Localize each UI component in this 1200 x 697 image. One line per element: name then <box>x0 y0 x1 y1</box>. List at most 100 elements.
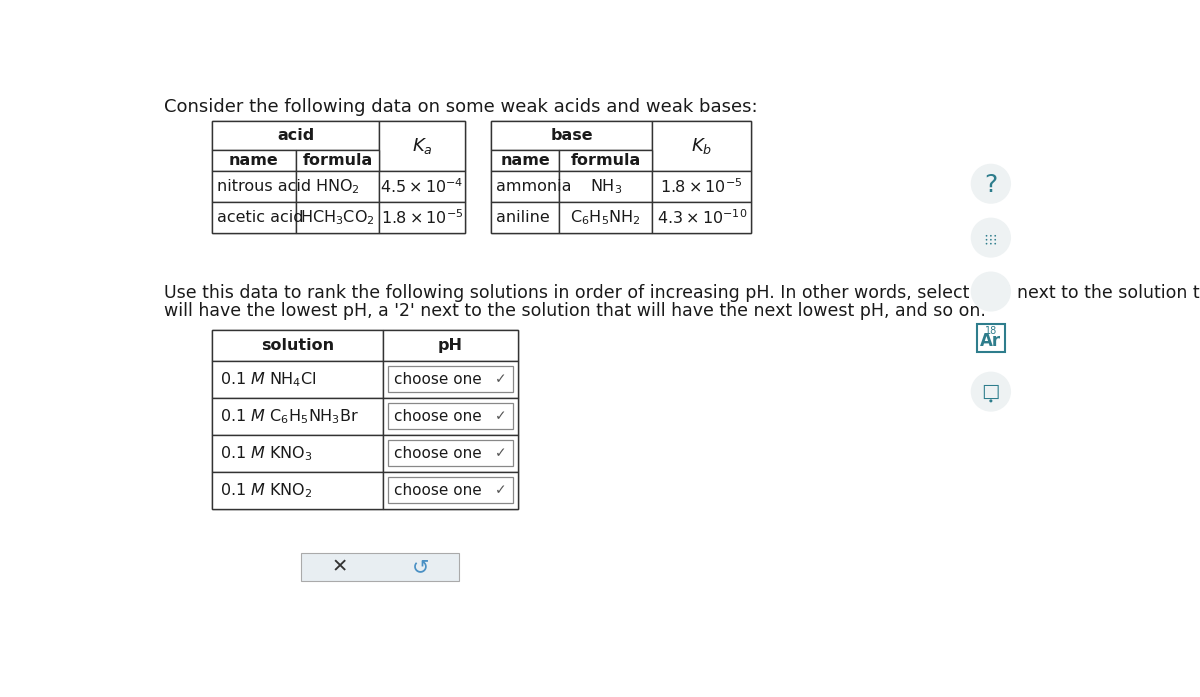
Text: 0.1 $M$ C$_6$H$_5$NH$_3$Br: 0.1 $M$ C$_6$H$_5$NH$_3$Br <box>220 407 359 426</box>
Bar <box>212 330 518 509</box>
Text: acetic acid: acetic acid <box>217 210 304 225</box>
Bar <box>977 324 1004 351</box>
Text: $4.5 \times 10^{-4}$: $4.5 \times 10^{-4}$ <box>380 178 463 196</box>
Text: ?: ? <box>984 174 997 197</box>
Bar <box>982 294 986 302</box>
Text: will have the lowest pH, a '2' next to the solution that will have the next lowe: will have the lowest pH, a '2' next to t… <box>164 302 986 321</box>
Bar <box>491 150 559 171</box>
Circle shape <box>971 372 1012 412</box>
Text: Consider the following data on some weak acids and weak bases:: Consider the following data on some weak… <box>164 98 757 116</box>
Bar <box>491 171 559 202</box>
Text: formula: formula <box>302 153 373 168</box>
Bar <box>212 150 295 171</box>
Text: $\mathrm{NH_3}$: $\mathrm{NH_3}$ <box>589 178 622 196</box>
Bar <box>559 202 653 233</box>
Bar <box>295 171 379 202</box>
Circle shape <box>990 235 991 237</box>
Circle shape <box>971 318 1012 358</box>
Bar <box>653 202 751 233</box>
Text: name: name <box>500 153 550 168</box>
Circle shape <box>985 243 988 245</box>
Bar <box>388 366 512 392</box>
Circle shape <box>995 239 996 240</box>
Circle shape <box>985 235 988 237</box>
Bar <box>212 330 383 361</box>
Text: ✓: ✓ <box>494 483 506 497</box>
Circle shape <box>971 164 1012 204</box>
Bar <box>1000 291 1004 302</box>
Bar <box>212 121 464 233</box>
Bar <box>982 227 1000 248</box>
Text: name: name <box>229 153 278 168</box>
Bar <box>379 171 464 202</box>
Text: solution: solution <box>260 338 334 353</box>
Circle shape <box>990 239 991 240</box>
Text: aniline: aniline <box>496 210 550 225</box>
Text: choose one: choose one <box>394 483 482 498</box>
Bar <box>383 398 518 435</box>
Bar <box>383 435 518 472</box>
Bar <box>491 121 653 150</box>
Circle shape <box>995 235 996 237</box>
Bar <box>295 150 379 171</box>
Text: $K_b$: $K_b$ <box>691 136 713 156</box>
Text: ✓: ✓ <box>494 446 506 460</box>
Text: formula: formula <box>570 153 641 168</box>
Text: acid: acid <box>277 128 314 143</box>
Bar <box>383 361 518 398</box>
Bar <box>559 150 653 171</box>
Text: $\mathrm{HNO_2}$: $\mathrm{HNO_2}$ <box>316 178 360 196</box>
Bar <box>212 435 383 472</box>
Bar <box>388 477 512 503</box>
Bar <box>388 440 512 466</box>
Text: $\mathrm{HCH_3CO_2}$: $\mathrm{HCH_3CO_2}$ <box>300 208 374 227</box>
Text: ↺: ↺ <box>412 557 430 577</box>
Text: 0.1 $M$ KNO$_3$: 0.1 $M$ KNO$_3$ <box>220 444 312 463</box>
Bar <box>379 202 464 233</box>
Circle shape <box>985 239 988 240</box>
Bar <box>212 398 383 435</box>
Text: nitrous acid: nitrous acid <box>217 179 311 194</box>
Text: Ar: Ar <box>980 332 1002 350</box>
Text: 18: 18 <box>985 325 997 336</box>
Circle shape <box>989 399 992 402</box>
Bar <box>991 285 996 302</box>
Bar <box>383 472 518 509</box>
Bar <box>559 171 653 202</box>
Circle shape <box>995 243 996 245</box>
Bar <box>383 330 518 361</box>
Bar <box>491 121 751 233</box>
Circle shape <box>971 272 1012 312</box>
Bar <box>212 361 383 398</box>
Bar <box>212 202 295 233</box>
Bar <box>295 202 379 233</box>
Bar <box>212 171 295 202</box>
Text: 0.1 $M$ NH$_4$Cl: 0.1 $M$ NH$_4$Cl <box>220 370 317 389</box>
Text: ✕: ✕ <box>331 558 348 576</box>
Text: choose one: choose one <box>394 446 482 461</box>
Circle shape <box>971 217 1012 258</box>
Text: ✓: ✓ <box>494 372 506 386</box>
Text: ammonia: ammonia <box>496 179 571 194</box>
Bar <box>653 121 751 171</box>
Bar <box>984 229 997 233</box>
Text: pH: pH <box>438 338 463 353</box>
Text: □: □ <box>982 382 1000 401</box>
Text: base: base <box>551 128 593 143</box>
Text: ✓: ✓ <box>494 409 506 423</box>
Bar <box>653 171 751 202</box>
Text: 0.1 $M$ KNO$_2$: 0.1 $M$ KNO$_2$ <box>220 481 312 500</box>
Text: $4.3 \times 10^{-10}$: $4.3 \times 10^{-10}$ <box>656 208 748 227</box>
Bar <box>980 379 1001 404</box>
Text: $1.8 \times 10^{-5}$: $1.8 \times 10^{-5}$ <box>660 178 743 196</box>
Bar <box>388 403 512 429</box>
Circle shape <box>990 243 991 245</box>
Text: Use this data to rank the following solutions in order of increasing pH. In othe: Use this data to rank the following solu… <box>164 284 1200 302</box>
Bar <box>301 553 460 581</box>
Text: $\mathrm{C_6H_5NH_2}$: $\mathrm{C_6H_5NH_2}$ <box>570 208 641 227</box>
Text: $K_a$: $K_a$ <box>412 136 432 156</box>
Text: choose one: choose one <box>394 372 482 387</box>
Text: choose one: choose one <box>394 408 482 424</box>
Bar <box>491 202 559 233</box>
Bar <box>212 472 383 509</box>
